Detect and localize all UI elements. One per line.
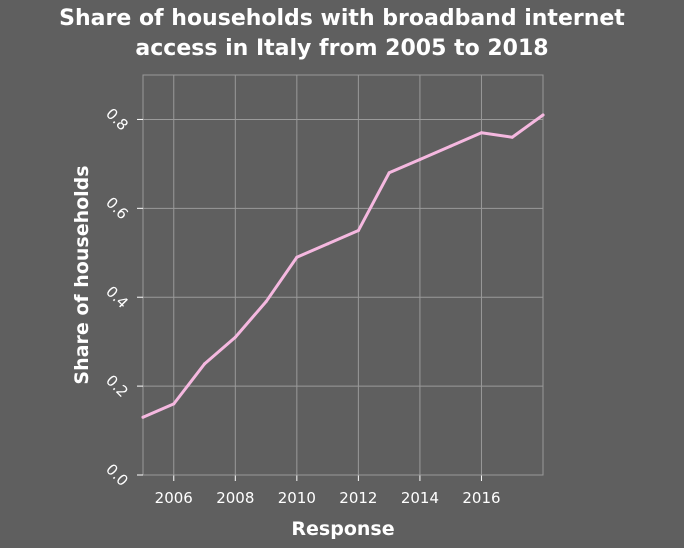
y-tick-label: 0.4	[102, 282, 132, 312]
data-point	[479, 131, 483, 135]
x-tick-label: 2006	[155, 489, 193, 507]
data-point	[510, 135, 514, 139]
data-point	[418, 157, 422, 161]
plot-frame	[142, 74, 544, 476]
x-tick-label: 2014	[401, 489, 439, 507]
y-axis-title: Share of households	[71, 165, 93, 384]
series-layer	[141, 113, 545, 419]
y-tick-label: 0.8	[102, 105, 132, 135]
series-line	[141, 113, 545, 419]
data-point	[326, 242, 330, 246]
data-point	[233, 335, 237, 339]
data-point	[264, 300, 268, 304]
data-point	[141, 415, 145, 419]
data-point	[172, 402, 176, 406]
x-tick-label: 2008	[216, 489, 254, 507]
x-tick-label: 2016	[462, 489, 500, 507]
data-point	[203, 362, 207, 366]
grid	[137, 74, 544, 481]
data-point	[449, 144, 453, 148]
x-tick-label: 2012	[339, 489, 377, 507]
data-point	[356, 229, 360, 233]
x-tick-label: 2010	[278, 489, 316, 507]
y-tick-label: 0.2	[102, 371, 132, 401]
data-point	[387, 171, 391, 175]
data-point	[541, 113, 545, 117]
data-point	[295, 255, 299, 259]
tick-labels: 2006 2008 2010 2012 2014 2016 0.0 0.2 0.4 0.6 0.8	[102, 105, 500, 507]
x-axis-title: Response	[291, 518, 394, 540]
y-tick-label: 0.6	[102, 194, 132, 224]
chart-title-line-2: access in Italy from 2005 to 2018	[135, 36, 549, 61]
chart-title-line-1: Share of households with broadband inter…	[59, 6, 625, 31]
y-tick-label: 0.0	[102, 460, 132, 490]
